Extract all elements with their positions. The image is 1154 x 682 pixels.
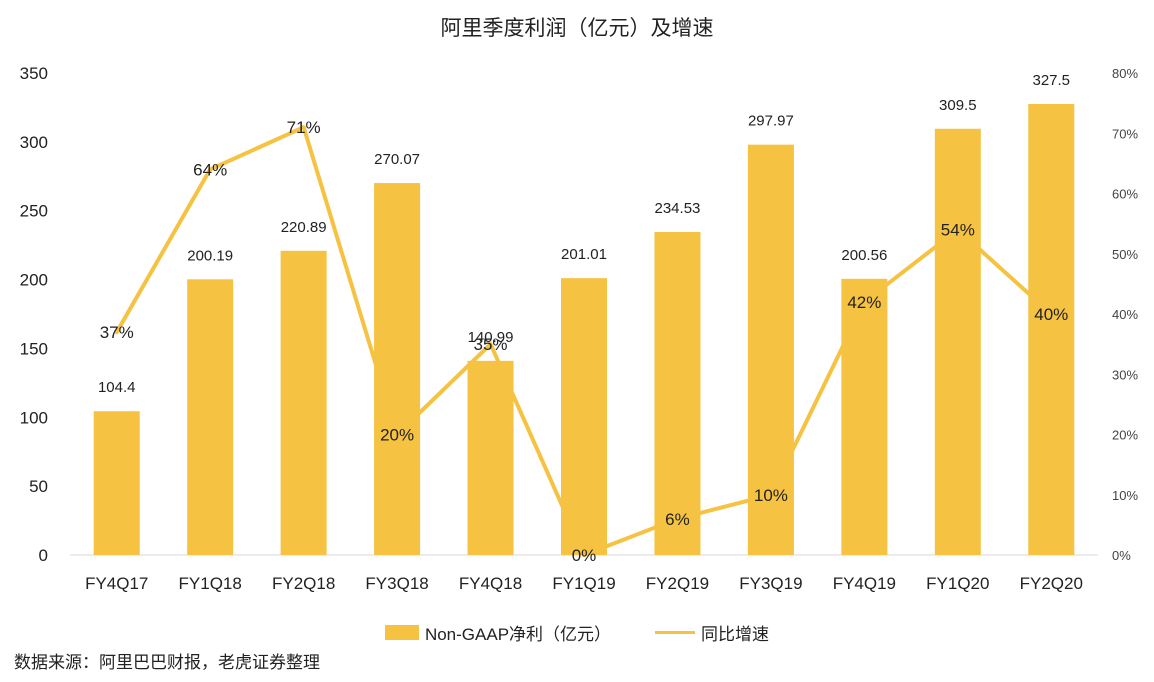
left-tick-label: 150 (20, 339, 48, 358)
left-tick-label: 100 (20, 408, 48, 427)
line-point (955, 227, 960, 232)
legend-item-bar: Non-GAAP净利（亿元） (384, 620, 612, 645)
line-data-label: 64% (193, 160, 227, 179)
source-note: 数据来源：阿里巴巴财报，老虎证券整理 (14, 653, 320, 672)
left-tick-label: 50 (29, 477, 48, 496)
line-labels: 37% 64% 71% 20% 35% 0% 6% 10% 42% 54% 40% (100, 118, 1069, 565)
right-tick-label: 30% (1112, 367, 1138, 382)
bar-labels: 104.4 200.19 220.89 270.07 140.99 201.01 234.5… (98, 72, 1070, 396)
right-tick-label: 60% (1112, 187, 1138, 202)
bar (93, 411, 140, 555)
line-data-label: 0% (572, 546, 597, 565)
left-tick-label: 300 (20, 133, 48, 152)
line-point (395, 432, 400, 437)
bar-data-label: 297.97 (748, 113, 794, 130)
legend-bar-swatch (384, 625, 419, 640)
x-tick-label: FY4Q17 (85, 574, 148, 593)
bar-data-label: 104.4 (98, 379, 136, 396)
x-tick-label: FY2Q18 (272, 574, 335, 593)
bar-data-label: 140.99 (468, 329, 514, 346)
line-data-label: 71% (287, 118, 321, 137)
line-point (582, 553, 586, 557)
chart-title: 阿里季度利润（亿元）及增速 (440, 17, 714, 40)
bar-data-label: 234.53 (655, 200, 701, 217)
bar (841, 278, 888, 555)
bar (187, 279, 234, 555)
line-point (208, 167, 213, 172)
bar-data-label: 327.5 (1032, 72, 1070, 89)
left-tick-label: 250 (20, 202, 48, 221)
right-tick-label: 40% (1112, 307, 1138, 322)
x-tick-label: FY4Q19 (833, 574, 896, 593)
right-tick-label: 70% (1112, 126, 1138, 141)
line-data-label: 35% (474, 335, 508, 354)
line-point (862, 299, 867, 304)
legend-bar-label: Non-GAAP净利（亿元） (424, 625, 612, 644)
line-point (768, 492, 773, 497)
bar (934, 128, 981, 555)
left-tick-label: 200 (20, 271, 48, 290)
line-data-label: 6% (665, 510, 690, 529)
x-tick-label: FY4Q18 (459, 574, 522, 593)
bar (561, 278, 607, 555)
x-tick-label: FY2Q19 (646, 574, 709, 593)
x-tick-label: FY2Q20 (1020, 574, 1083, 593)
x-tick-label: FY1Q20 (926, 574, 989, 593)
left-tick-label: 0 (39, 546, 48, 565)
line-point (114, 330, 119, 335)
bar (467, 360, 514, 555)
legend-line-label: 同比增速 (701, 625, 770, 644)
bar-data-label: 309.5 (939, 97, 977, 114)
right-tick-label: 10% (1112, 488, 1138, 503)
right-tick-label: 20% (1112, 428, 1138, 443)
bar-data-label: 220.89 (281, 219, 327, 236)
bar-data-label: 200.56 (841, 247, 887, 264)
line-series (114, 125, 1054, 557)
line-data-label: 42% (847, 293, 881, 312)
legend: Non-GAAP净利（亿元） 同比增速 (0, 620, 1154, 645)
line-point (675, 516, 680, 521)
x-axis: FY4Q17 FY1Q18 FY2Q18 FY3Q18 FY4Q18 FY1Q19 FY2Q… (85, 574, 1083, 593)
x-tick-label: FY3Q18 (365, 574, 428, 593)
line-point (1049, 312, 1054, 316)
right-axis: 0% 10% 20% 30% 40% 50% 60% 70% 80% (1112, 66, 1138, 563)
bar-data-label: 270.07 (374, 151, 420, 168)
right-tick-label: 80% (1112, 66, 1138, 81)
right-tick-label: 0% (1112, 548, 1131, 563)
bar (654, 232, 701, 556)
line-data-label: 54% (941, 221, 975, 240)
bar (280, 250, 327, 555)
bar (747, 144, 794, 555)
line-data-label: 40% (1034, 305, 1068, 324)
legend-item-line: 同比增速 (655, 620, 769, 645)
x-tick-label: FY1Q18 (179, 574, 242, 593)
line-data-label: 10% (754, 486, 788, 505)
left-axis: 0 50 100 150 200 250 300 350 (20, 64, 48, 565)
x-tick-label: FY3Q19 (739, 574, 802, 593)
line-data-label: 37% (100, 323, 134, 342)
right-tick-label: 50% (1112, 247, 1138, 262)
bar-series (93, 103, 1075, 556)
line-data-label: 20% (380, 426, 414, 445)
bar-data-label: 201.01 (561, 246, 607, 263)
bar (1028, 103, 1075, 555)
line-point (488, 342, 493, 347)
line-point (301, 125, 306, 130)
legend-line-swatch (655, 631, 696, 634)
bar (374, 183, 421, 556)
left-tick-label: 350 (20, 64, 48, 83)
bar-data-label: 200.19 (187, 247, 233, 264)
x-tick-label: FY1Q19 (552, 574, 615, 593)
